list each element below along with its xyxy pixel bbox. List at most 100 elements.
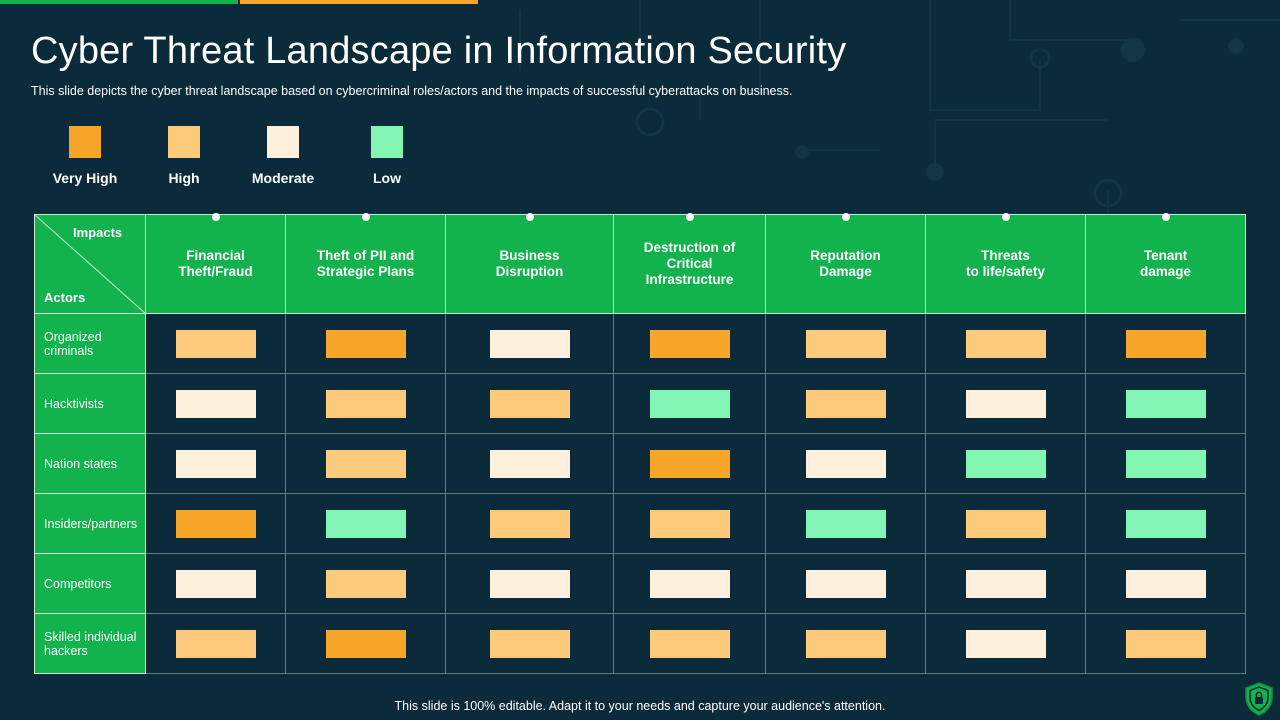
level-bar-moderate bbox=[489, 329, 570, 358]
level-bar-very-high bbox=[325, 629, 406, 658]
matrix-cell bbox=[925, 373, 1086, 434]
column-header-financial-theft-fraud: Financial Theft/Fraud bbox=[145, 213, 286, 314]
matrix-cell bbox=[765, 433, 926, 494]
legend-swatch bbox=[267, 126, 299, 158]
matrix-cell bbox=[285, 493, 446, 554]
matrix-cell bbox=[765, 553, 926, 614]
header-dot bbox=[361, 213, 370, 221]
table-row: Insiders/partners bbox=[34, 493, 1246, 554]
header-dot bbox=[1001, 213, 1010, 221]
level-bar-very-high bbox=[649, 449, 730, 478]
column-header-threats-to-life-safety: Threats to life/safety bbox=[925, 213, 1086, 314]
level-bar-moderate bbox=[649, 569, 730, 598]
table-row: Nation states bbox=[34, 433, 1246, 494]
matrix-cell bbox=[1085, 553, 1246, 614]
legend-item-low: Low bbox=[342, 126, 432, 186]
legend-swatch bbox=[371, 126, 403, 158]
matrix-cell bbox=[445, 433, 614, 494]
level-bar-moderate bbox=[489, 449, 570, 478]
matrix-cell bbox=[765, 313, 926, 374]
column-header-tenant-damage: Tenant damage bbox=[1085, 213, 1246, 314]
level-bar-very-high bbox=[175, 509, 256, 538]
level-bar-high bbox=[805, 329, 886, 358]
legend-swatch bbox=[69, 126, 101, 158]
matrix-cell bbox=[765, 493, 926, 554]
level-bar-high bbox=[805, 389, 886, 418]
level-bar-moderate bbox=[965, 389, 1046, 418]
level-bar-low bbox=[649, 389, 730, 418]
matrix-cell bbox=[613, 313, 766, 374]
threat-matrix-table: Impacts Actors Financial Theft/Fraud Theft o… bbox=[34, 213, 1246, 674]
top-accent-green bbox=[0, 0, 238, 4]
column-header-theft-of-pii-and-strategic-plans: Theft of PII and Strategic Plans bbox=[285, 213, 446, 314]
column-header-label: Financial Theft/Fraud bbox=[178, 248, 253, 279]
legend-label: Low bbox=[373, 170, 401, 186]
header-dot bbox=[211, 213, 220, 221]
matrix-cell bbox=[445, 313, 614, 374]
matrix-cell bbox=[925, 493, 1086, 554]
column-header-label: Theft of PII and Strategic Plans bbox=[316, 248, 415, 279]
matrix-cell bbox=[613, 433, 766, 494]
legend-item-high: High bbox=[139, 126, 229, 186]
column-header-label: Tenant damage bbox=[1139, 248, 1192, 279]
level-bar-high bbox=[325, 389, 406, 418]
level-bar-high bbox=[489, 389, 570, 418]
level-bar-high bbox=[649, 629, 730, 658]
matrix-cell bbox=[145, 433, 286, 494]
level-bar-moderate bbox=[965, 629, 1046, 658]
header-dot bbox=[1161, 213, 1170, 221]
level-bar-high bbox=[1125, 629, 1206, 658]
row-label-nation-states: Nation states bbox=[34, 433, 146, 494]
matrix-cell bbox=[613, 553, 766, 614]
row-label-hacktivists: Hacktivists bbox=[34, 373, 146, 434]
level-bar-low bbox=[805, 509, 886, 538]
level-bar-high bbox=[325, 569, 406, 598]
matrix-cell bbox=[445, 553, 614, 614]
table-row: Competitors bbox=[34, 553, 1246, 614]
row-label-organized-criminals: Organized criminals bbox=[34, 313, 146, 374]
level-bar-moderate bbox=[965, 569, 1046, 598]
matrix-cell bbox=[145, 493, 286, 554]
level-bar-moderate bbox=[805, 569, 886, 598]
level-bar-low bbox=[1125, 449, 1206, 478]
matrix-cell bbox=[613, 613, 766, 674]
column-header-label: Reputation Damage bbox=[810, 248, 881, 279]
corner-header: Impacts Actors bbox=[34, 214, 146, 314]
column-header-business-disruption: Business Disruption bbox=[445, 213, 614, 314]
table-row: Organized criminals bbox=[34, 313, 1246, 374]
matrix-cell bbox=[445, 373, 614, 434]
matrix-cell bbox=[1085, 433, 1246, 494]
level-bar-high bbox=[805, 629, 886, 658]
matrix-cell bbox=[1085, 373, 1246, 434]
table-row: Skilled individual hackers bbox=[34, 613, 1246, 674]
level-bar-moderate bbox=[489, 569, 570, 598]
top-accent-orange bbox=[240, 0, 478, 4]
header-row: Impacts Actors Financial Theft/Fraud Theft o… bbox=[34, 213, 1246, 314]
level-bar-moderate bbox=[175, 389, 256, 418]
legend-label: Moderate bbox=[251, 170, 315, 186]
level-bar-very-high bbox=[325, 329, 406, 358]
legend-label: High bbox=[168, 170, 200, 186]
matrix-cell bbox=[285, 373, 446, 434]
column-header-destruction-of-critical-infrastructure: Destruction of Critical Infrastructure bbox=[613, 213, 766, 314]
level-bar-low bbox=[1125, 509, 1206, 538]
row-label-insiders-partners: Insiders/partners bbox=[34, 493, 146, 554]
legend-label: Very High bbox=[52, 170, 118, 186]
slide-title: Cyber Threat Landscape in Information Se… bbox=[31, 30, 847, 72]
legend-item-moderate: Moderate bbox=[238, 126, 328, 186]
matrix-cell bbox=[1085, 493, 1246, 554]
header-dot bbox=[685, 213, 694, 221]
matrix-cell bbox=[1085, 613, 1246, 674]
matrix-cell bbox=[145, 613, 286, 674]
level-bar-moderate bbox=[175, 449, 256, 478]
level-bar-high bbox=[649, 509, 730, 538]
matrix-cell bbox=[925, 553, 1086, 614]
level-bar-very-high bbox=[649, 329, 730, 358]
matrix-cell bbox=[925, 613, 1086, 674]
row-label-competitors: Competitors bbox=[34, 553, 146, 614]
slide-subtitle: This slide depicts the cyber threat land… bbox=[31, 84, 793, 98]
level-bar-moderate bbox=[1125, 569, 1206, 598]
level-bar-moderate bbox=[175, 569, 256, 598]
level-bar-high bbox=[489, 509, 570, 538]
